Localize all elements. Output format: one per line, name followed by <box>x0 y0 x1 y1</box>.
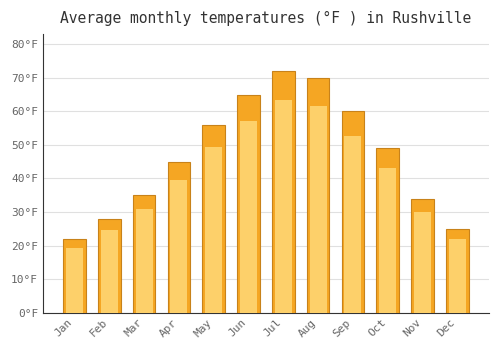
Bar <box>170 180 188 313</box>
Bar <box>275 100 292 313</box>
Bar <box>307 78 330 313</box>
Bar <box>310 106 326 313</box>
Bar <box>98 219 120 313</box>
Bar <box>379 168 396 313</box>
Bar <box>237 94 260 313</box>
Bar <box>206 147 222 313</box>
Bar <box>376 148 399 313</box>
Bar <box>240 121 257 313</box>
Bar <box>411 198 434 313</box>
Bar <box>446 229 468 313</box>
Bar <box>63 239 86 313</box>
Bar <box>342 111 364 313</box>
Bar <box>202 125 225 313</box>
Bar <box>449 239 466 313</box>
Bar <box>272 71 294 313</box>
Bar <box>414 212 431 313</box>
Bar <box>101 230 118 313</box>
Bar <box>136 209 152 313</box>
Bar <box>66 248 83 313</box>
Title: Average monthly temperatures (°F ) in Rushville: Average monthly temperatures (°F ) in Ru… <box>60 11 472 26</box>
Bar <box>344 135 362 313</box>
Bar <box>133 195 156 313</box>
Bar <box>168 162 190 313</box>
